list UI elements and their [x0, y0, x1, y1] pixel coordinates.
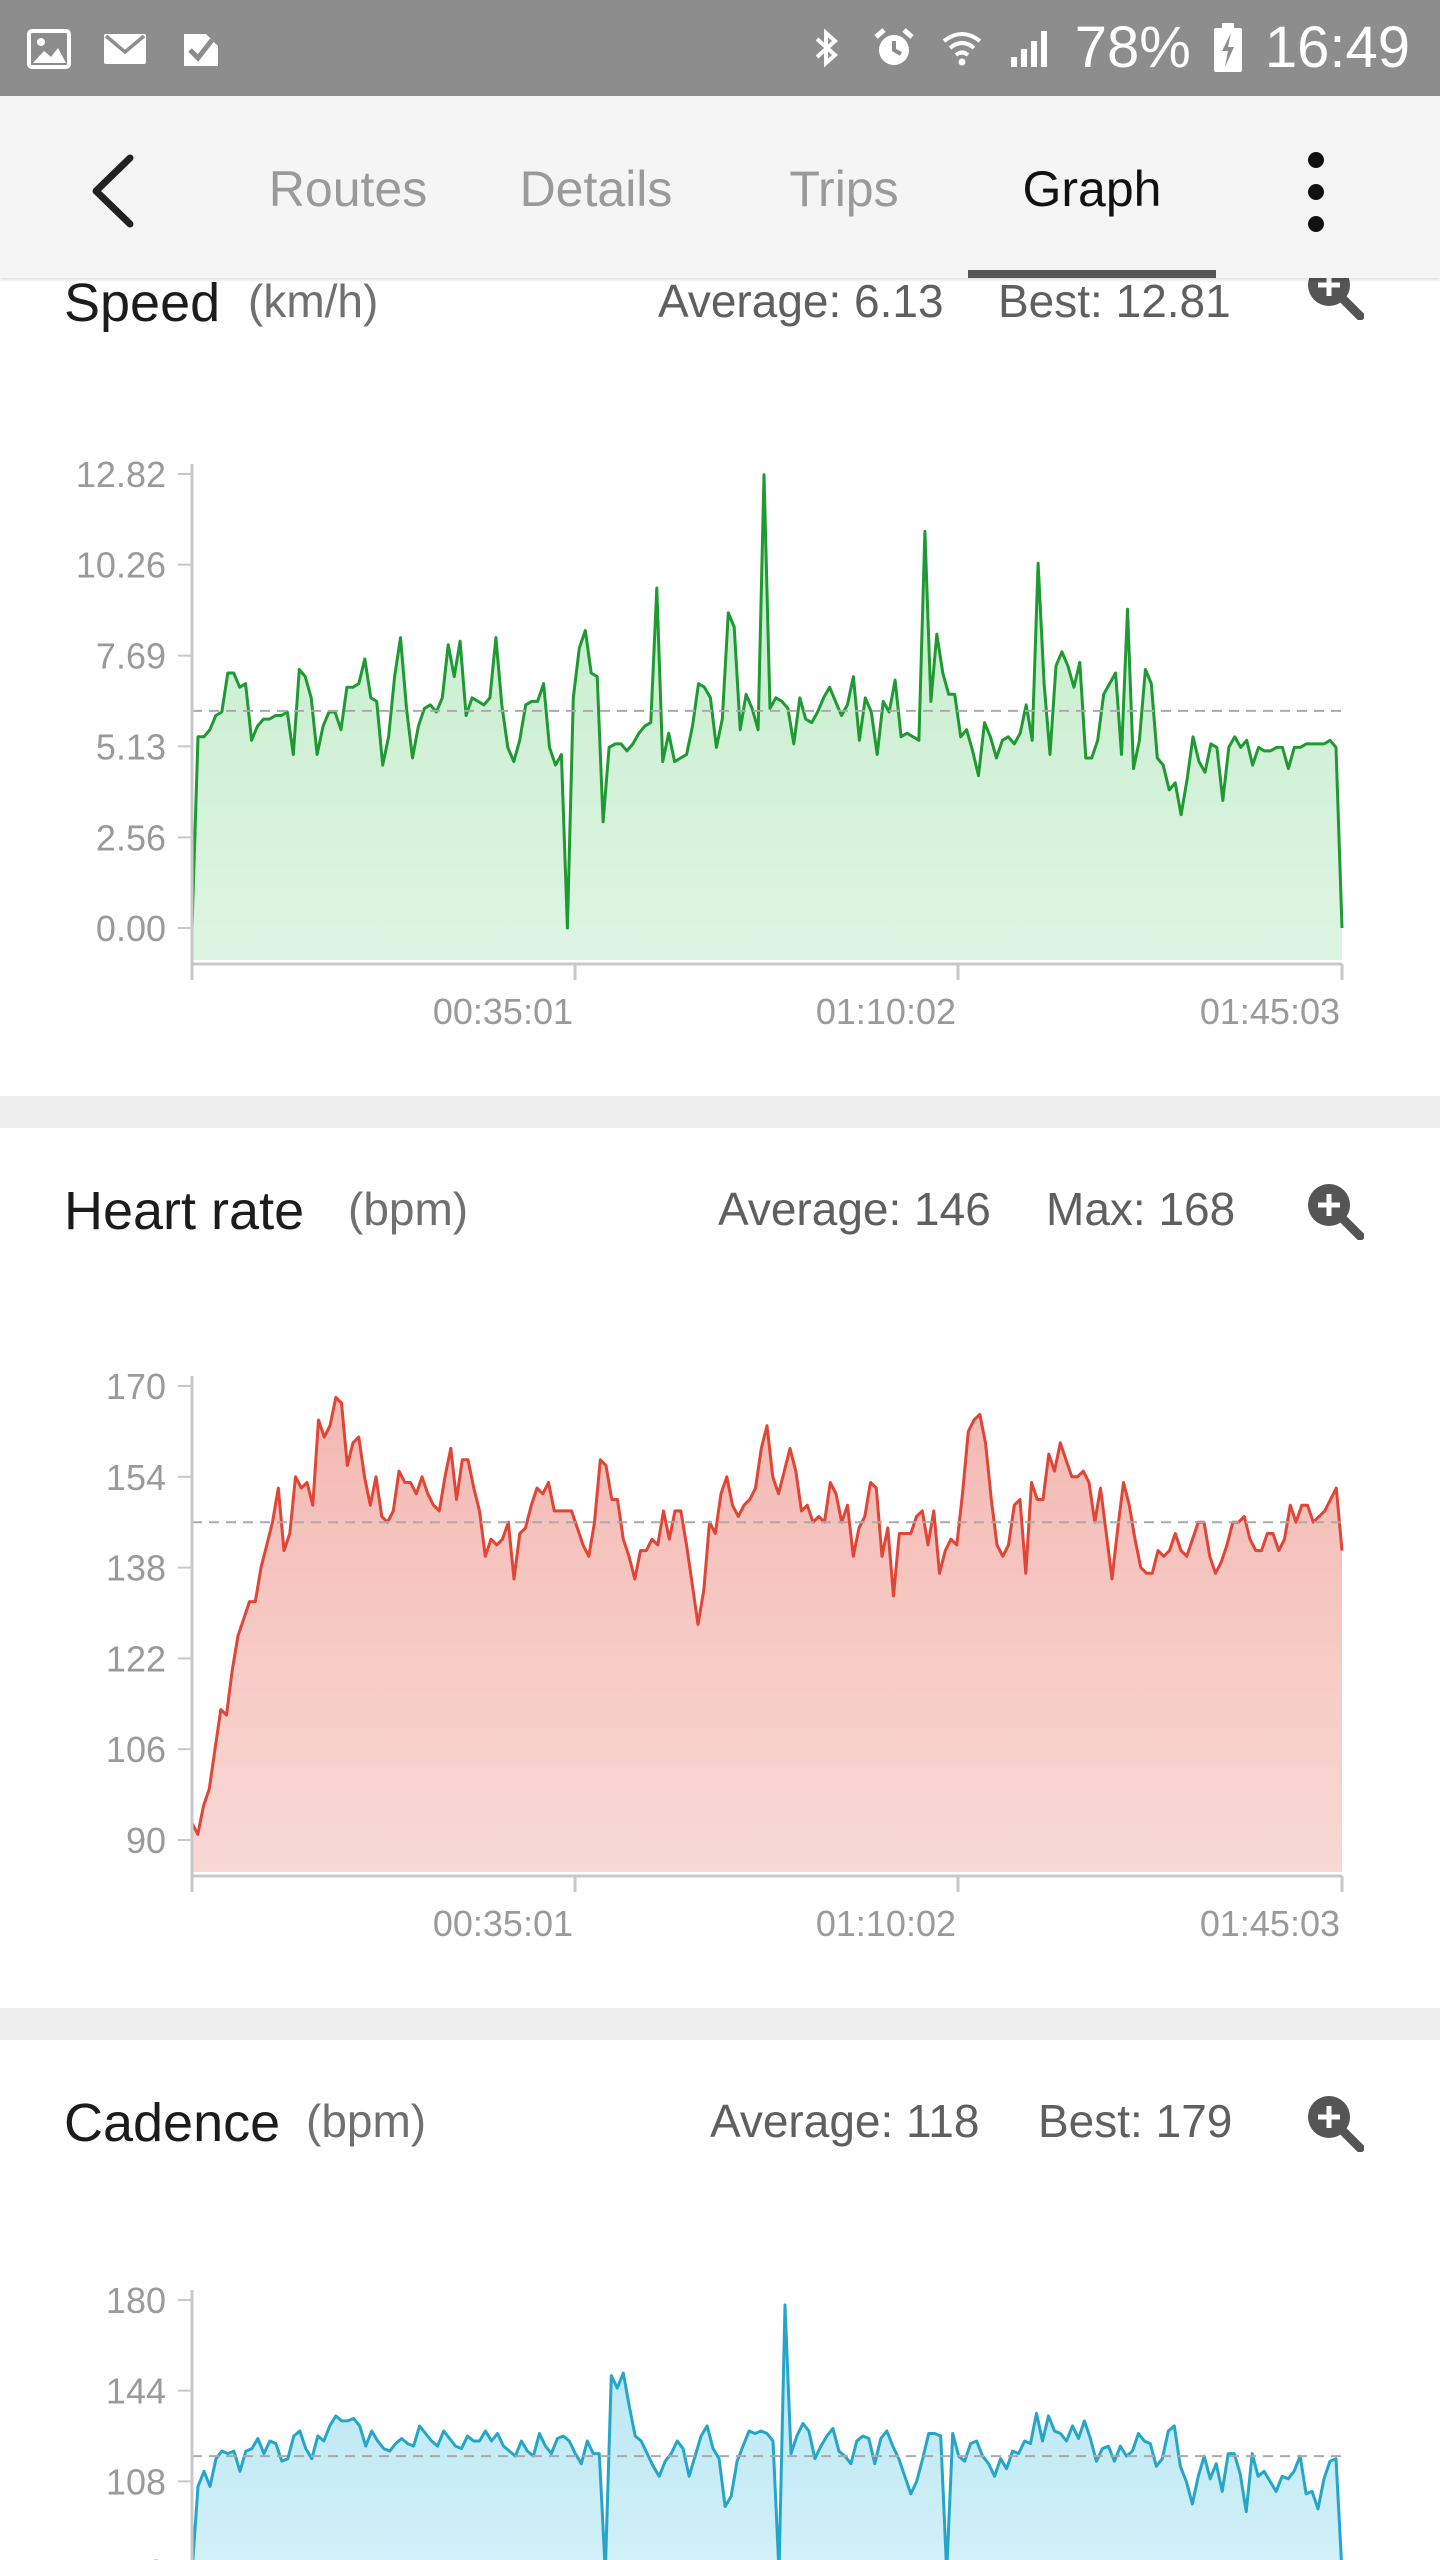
heart-y-tick-label: 90 — [126, 1820, 166, 1861]
tab-bar: Routes Details Trips Graph — [0, 96, 1440, 278]
speed-area — [192, 474, 1342, 960]
chevron-left-icon[interactable] — [70, 146, 160, 236]
wifi-icon — [942, 32, 981, 66]
heart-x-tick-label: 01:45:03 — [1200, 1903, 1340, 1944]
heart-y-tick-label: 154 — [106, 1457, 166, 1498]
battery-charging-icon — [1213, 23, 1242, 72]
speed-average: Average: 6.13 — [658, 275, 944, 327]
heart-y-tick-label: 122 — [106, 1638, 166, 1679]
speed-unit: (km/h) — [248, 275, 379, 327]
heart-rate-title: Heart rate — [64, 1181, 305, 1241]
zoom-in-icon[interactable] — [1304, 1180, 1364, 1240]
speed-y-tick-label: 12.82 — [76, 454, 166, 495]
speed-y-tick-label: 5.13 — [96, 726, 166, 767]
section-divider — [0, 1096, 1440, 1128]
clock: 16:49 — [1264, 15, 1410, 80]
speed-title: Speed — [64, 273, 221, 333]
cadence-y-tick-label: 108 — [106, 2461, 166, 2502]
heart-rate-max: Max: 168 — [1046, 1183, 1236, 1235]
section-divider — [0, 2008, 1440, 2040]
heart-x-tick-label: 00:35:01 — [433, 1903, 573, 1944]
alarm-icon — [874, 28, 914, 65]
heart-rate-average: Average: 146 — [718, 1183, 991, 1235]
tab-routes[interactable]: Routes — [268, 161, 428, 217]
image-icon — [27, 29, 71, 69]
speed-best: Best: 12.81 — [998, 275, 1231, 327]
cadence-series-line — [191, 2303, 1343, 2560]
zoom-in-icon[interactable] — [1304, 2092, 1364, 2152]
speed-y-tick-label: 10.26 — [76, 545, 166, 586]
speed-y-tick-label: 0.00 — [96, 908, 166, 949]
cadence-average: Average: 118 — [710, 2095, 980, 2147]
speed-y-tick-label: 7.69 — [96, 636, 166, 677]
heart-y-tick-label: 138 — [106, 1548, 166, 1589]
active-tab-indicator — [968, 270, 1216, 278]
heart-rate-unit: (bpm) — [348, 1183, 469, 1235]
signal-icon — [1010, 31, 1047, 67]
bluetooth-icon — [815, 28, 838, 68]
speed-series-line — [190, 473, 1344, 930]
task-check-icon — [184, 34, 218, 66]
speed-y-tick-label: 2.56 — [96, 817, 166, 858]
cadence-chart: 72 108 144 180 — [106, 2280, 1343, 2560]
speed-x-tick-label: 01:45:03 — [1200, 991, 1340, 1032]
heart-y-tick-label: 170 — [106, 1366, 166, 1407]
heart-rate-chart: 90 106 122 138 154 170 00:35:01 01:10:02 01:45:0… — [106, 1366, 1344, 1944]
cadence-y-tick-label: 144 — [106, 2371, 166, 2412]
cadence-area — [192, 2305, 1342, 2560]
speed-chart: 0.00 2.56 5.13 7.69 10.26 12.82 00:35:01 01:10:… — [76, 454, 1344, 1032]
speed-x-tick-label: 00:35:01 — [433, 991, 573, 1032]
tab-details[interactable]: Details — [519, 161, 673, 217]
speed-x-tick-label: 01:10:02 — [816, 991, 956, 1032]
status-bar: 78% 16:49 — [0, 0, 1440, 96]
more-vertical-icon[interactable] — [1296, 150, 1336, 234]
tab-graph[interactable]: Graph — [1022, 161, 1162, 217]
heart-x-tick-label: 01:10:02 — [816, 1903, 956, 1944]
heart-series-line — [190, 1395, 1344, 1836]
cadence-y-tick-label: 180 — [106, 2280, 166, 2321]
battery-percent: 78% — [1074, 15, 1191, 80]
mail-icon — [104, 34, 146, 64]
cadence-title: Cadence — [64, 2093, 281, 2153]
cadence-best: Best: 179 — [1038, 2095, 1233, 2147]
cadence-y-tick-label: 72 — [126, 2552, 166, 2560]
cadence-unit: (bpm) — [306, 2095, 427, 2147]
tab-trips[interactable]: Trips — [789, 161, 899, 217]
heart-y-tick-label: 106 — [106, 1729, 166, 1770]
